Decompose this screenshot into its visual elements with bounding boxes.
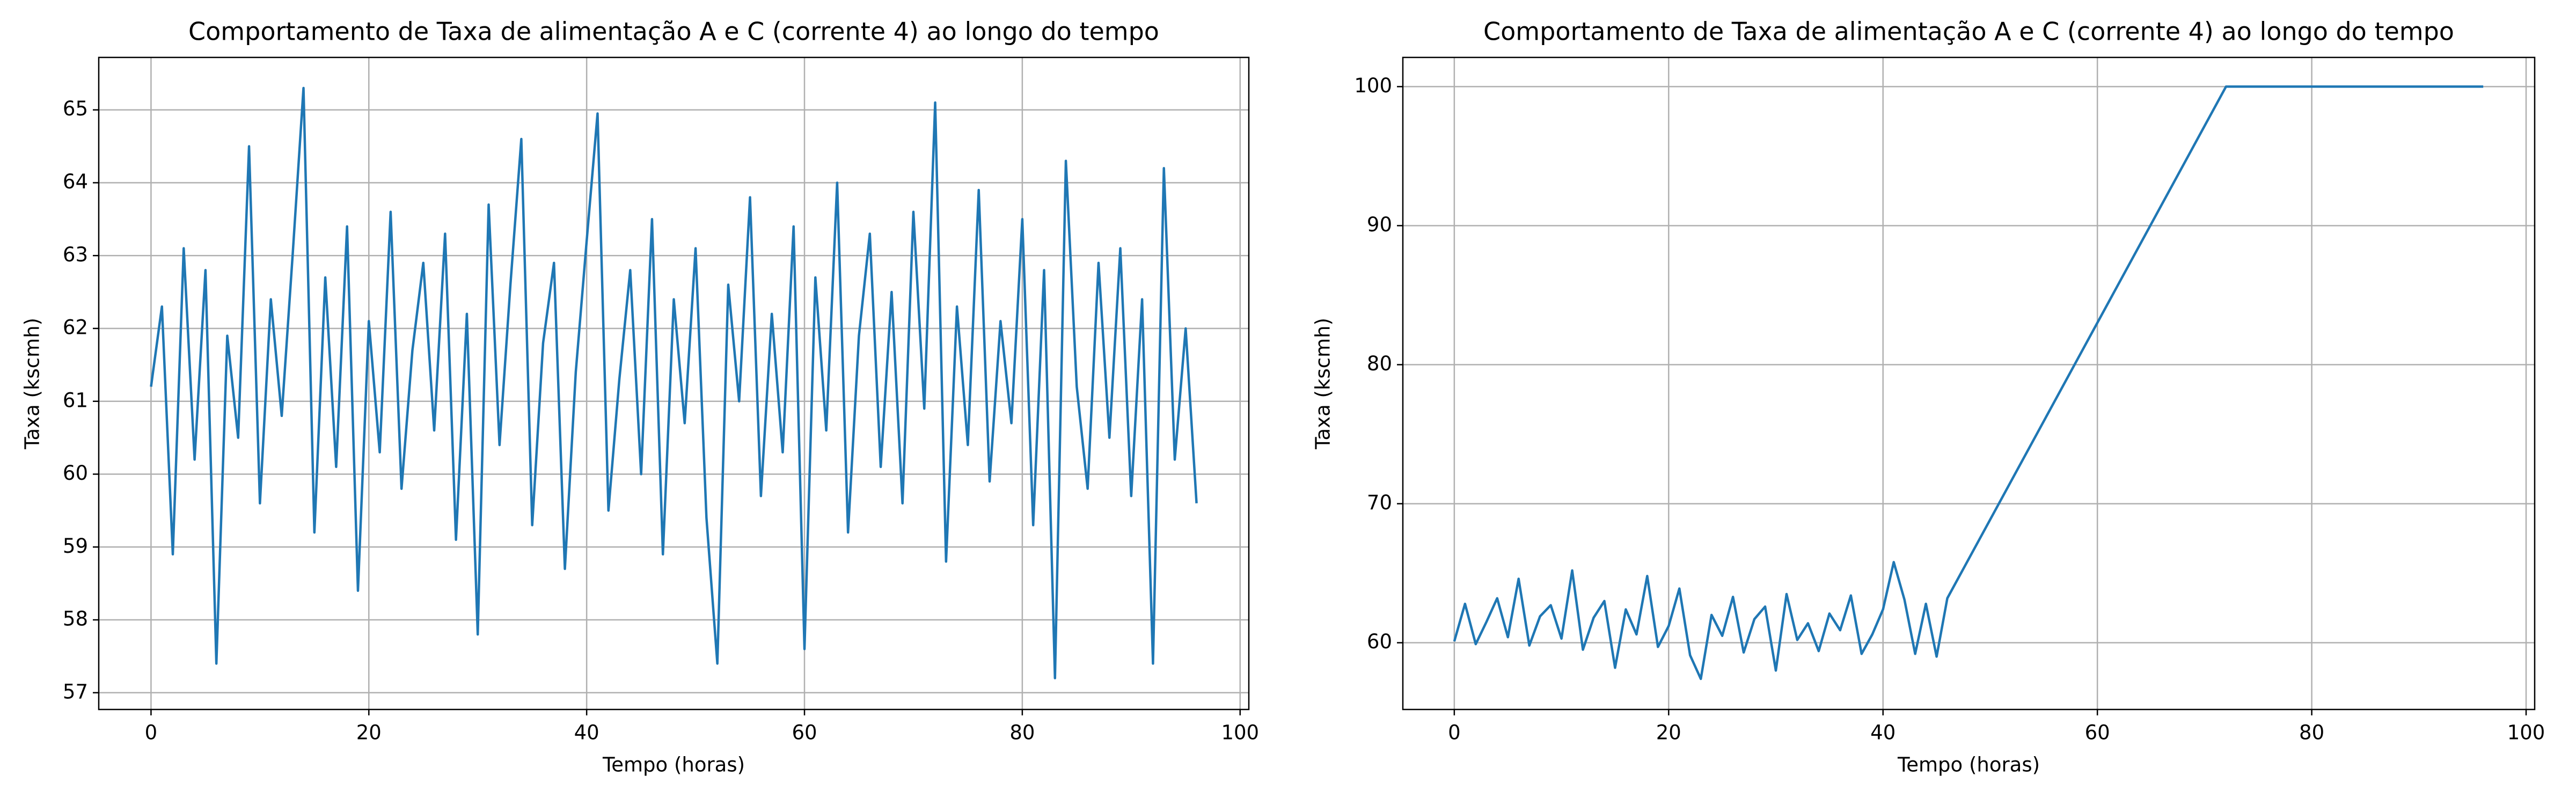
x-tick-label: 80	[2299, 721, 2324, 744]
plot-frame	[98, 56, 1250, 711]
data-line	[1453, 85, 2484, 680]
y-tick-label: 59	[63, 535, 88, 558]
x-tick-label: 40	[1870, 721, 1896, 744]
x-tick-label: 100	[1221, 721, 1259, 744]
y-tick-label: 60	[63, 462, 88, 485]
x-tick-label: 20	[356, 721, 382, 744]
y-tick-label: 61	[63, 389, 88, 412]
x-axis-label: Tempo (horas)	[602, 753, 745, 777]
x-tick-label: 60	[792, 721, 817, 744]
y-tick-label: 63	[63, 243, 88, 266]
x-axis-label: Tempo (horas)	[1897, 753, 2040, 777]
y-tick-label: 70	[1367, 491, 1392, 514]
x-tick-label: 100	[2507, 721, 2545, 744]
x-tick-label: 40	[574, 721, 599, 744]
x-tick-label: 0	[1448, 721, 1461, 744]
x-tick-label: 80	[1009, 721, 1035, 744]
data-line	[150, 86, 1198, 679]
y-tick-label: 80	[1367, 352, 1392, 375]
chart-title: Comportamento de Taxa de alimentação A e…	[1483, 17, 2454, 46]
y-tick-label: 62	[63, 316, 88, 339]
y-tick-label: 57	[63, 680, 88, 703]
y-tick-label: 65	[63, 97, 88, 120]
y-axis-label: Taxa (kscmh)	[21, 318, 44, 450]
x-tick-label: 60	[2085, 721, 2110, 744]
y-tick-label: 58	[63, 608, 88, 631]
x-tick-label: 0	[145, 721, 158, 744]
y-tick-label: 60	[1367, 630, 1392, 653]
plot-frame	[1402, 56, 2536, 711]
y-axis-label: Taxa (kscmh)	[1312, 318, 1335, 450]
y-tick-label: 90	[1367, 213, 1392, 236]
x-tick-label: 20	[1656, 721, 1681, 744]
chart-title: Comportamento de Taxa de alimentação A e…	[188, 17, 1159, 46]
y-tick-label: 64	[63, 170, 88, 193]
y-tick-label: 100	[1354, 74, 1392, 97]
